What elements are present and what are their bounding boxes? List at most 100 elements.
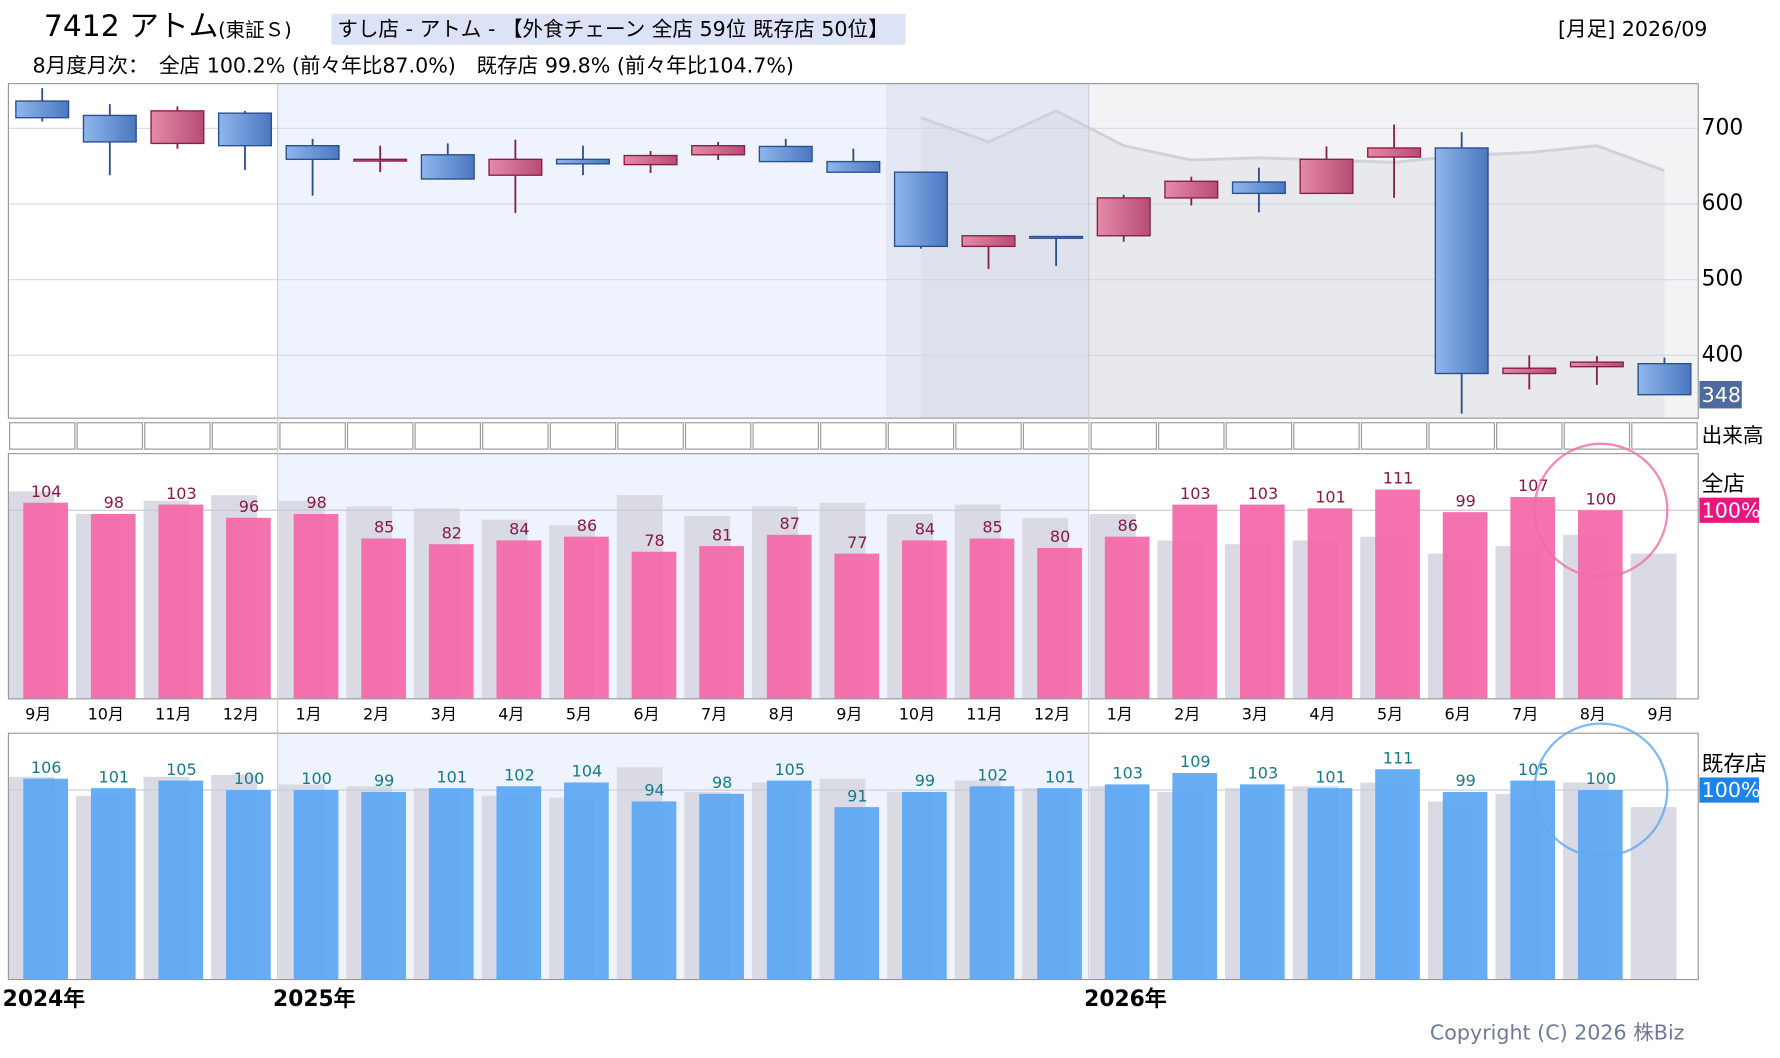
value-label: 100 (301, 769, 332, 788)
panel-border (7, 453, 1699, 700)
candle-body (1164, 180, 1219, 199)
candle-body (1299, 158, 1354, 195)
bar (1172, 504, 1218, 699)
x-tick-label: 11月 (966, 704, 1002, 723)
bar (496, 540, 542, 699)
sector-highlight (331, 13, 906, 45)
bar (1577, 790, 1623, 980)
market: (東証Ｓ) (218, 18, 292, 41)
x-tick-label: 3月 (431, 704, 457, 723)
x-tick-label: 5月 (566, 704, 592, 723)
value-label: 86 (1118, 516, 1138, 535)
value-label: 101 (1045, 767, 1076, 786)
line (920, 109, 1665, 173)
x-tick-label: 10月 (899, 704, 935, 723)
value-label: 105 (166, 760, 197, 779)
value-label: 107 (1518, 476, 1549, 495)
value-label: 102 (977, 765, 1008, 784)
bar (158, 780, 204, 980)
sector: すし店 - アトム - 【外食チェーン 全店 59位 既存店 50位】 (337, 17, 889, 41)
volume-cell (1022, 422, 1090, 450)
x-tick-label: 8月 (1580, 704, 1606, 723)
y-tick-label: 600 (1702, 191, 1744, 216)
volume-cell (887, 422, 955, 450)
value-label: 101 (1315, 488, 1346, 507)
bar (1510, 497, 1556, 699)
candle-body (150, 110, 205, 145)
value-label: 94 (644, 781, 664, 800)
bar (631, 801, 677, 980)
y-tick-label: 500 (1702, 267, 1744, 292)
value-label: 104 (31, 482, 62, 501)
x-tick-label: 2月 (1174, 704, 1200, 723)
monthly-summary: 8月度月次： 全店 100.2% (前々年比87.0%) 既存店 99.8% (… (32, 53, 793, 77)
bar (766, 780, 812, 980)
bar (23, 502, 68, 699)
reference-badge (1699, 777, 1759, 803)
bar (1577, 510, 1623, 699)
volume-cell (617, 422, 684, 450)
volume-cell (1563, 422, 1631, 450)
bar (226, 790, 271, 980)
last-price-box (1699, 380, 1742, 409)
volume-cell (1225, 422, 1293, 450)
value-label: 98 (104, 493, 124, 512)
value-label: 96 (239, 497, 259, 516)
period: [月足] 2026/09 (1558, 17, 1707, 41)
value-label: 105 (774, 760, 805, 779)
bar (361, 791, 406, 980)
candle-body (893, 171, 948, 248)
value-label: 99 (915, 771, 935, 790)
copyright: Copyright (C) 2026 株Biz (1430, 1020, 1685, 1044)
y-tick-label: 400 (1702, 342, 1744, 367)
volume-label: 出来高 (1702, 423, 1764, 447)
highlight-circle (1533, 442, 1669, 578)
bar (902, 791, 947, 980)
bar (496, 786, 542, 980)
value-label: 98 (306, 493, 326, 512)
bar (90, 514, 136, 699)
value-label: 101 (1315, 767, 1346, 786)
candle-body (1434, 147, 1489, 375)
prev-year-bar (1630, 807, 1677, 980)
candle-body (1096, 197, 1151, 237)
candle-body (826, 160, 881, 173)
value-label: 78 (644, 531, 664, 550)
value-label: 104 (572, 762, 603, 781)
candle-body (1637, 362, 1692, 396)
bar (90, 788, 136, 980)
bar (1239, 504, 1285, 699)
bar (902, 540, 947, 699)
candle-body (623, 154, 678, 166)
volume-cell (1293, 422, 1360, 450)
bar (1104, 536, 1150, 699)
x-tick-label: 11月 (155, 704, 191, 723)
bar (834, 553, 880, 699)
volume-cell (8, 422, 76, 450)
value-label: 103 (166, 484, 197, 503)
y-tick-label: 700 (1702, 115, 1744, 140)
bar (293, 514, 339, 699)
value-label: 103 (1180, 484, 1211, 503)
value-label: 105 (1518, 760, 1549, 779)
x-tick-label: 12月 (1034, 704, 1070, 723)
bar (1510, 780, 1556, 980)
volume-cell (752, 422, 819, 450)
value-label: 85 (982, 518, 1002, 537)
x-tick-label: 8月 (769, 704, 795, 723)
bar (158, 504, 204, 699)
candle-body (420, 154, 475, 180)
value-label: 99 (1455, 491, 1475, 510)
volume-cell (1428, 422, 1495, 450)
x-tick-label: 5月 (1377, 704, 1403, 723)
marks: 400 500 600 700 348 出来高 104 98 103 96 98 85 82 84 86 78… (3, 88, 1767, 1012)
x-tick-label: 4月 (498, 704, 524, 723)
x-tick-label: 7月 (701, 704, 727, 723)
reference-label: 100% (1702, 498, 1761, 522)
x-tick-label: 10月 (88, 704, 124, 723)
panel-bg (277, 733, 1089, 980)
bar (1442, 791, 1488, 980)
last-price: 348 (1702, 383, 1741, 407)
bar (834, 807, 880, 980)
value-label: 103 (1248, 764, 1279, 783)
